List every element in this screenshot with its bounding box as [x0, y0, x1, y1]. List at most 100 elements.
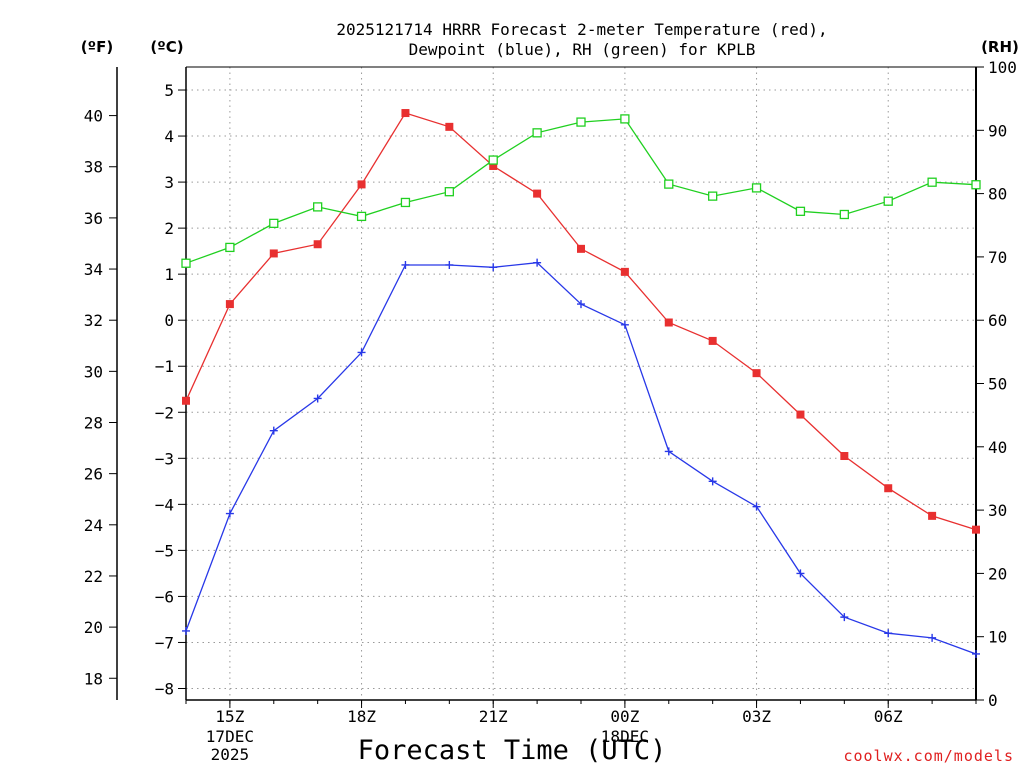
rh-point	[751, 183, 762, 193]
celsius-tick-label: 2	[164, 219, 174, 238]
temperature-point	[928, 511, 937, 520]
x-tick-label: 18Z	[347, 707, 376, 726]
dewpoint-point	[533, 258, 542, 267]
rh-point	[269, 218, 279, 229]
temperature-point	[840, 452, 849, 461]
rh-line	[185, 118, 977, 264]
x-axis-title: Forecast Time (UTC)	[358, 735, 667, 766]
celsius-tick-label: −1	[155, 357, 174, 376]
chart-title-line2: Dewpoint (blue), RH (green) for KPLB	[409, 40, 756, 59]
rh-point	[444, 187, 454, 197]
series-lines	[185, 112, 977, 655]
x-tick-date-label: 18DEC	[601, 727, 649, 746]
fahrenheit-tick-label: 22	[84, 567, 103, 586]
rh-tick-label: 80	[988, 185, 1007, 204]
rh-point	[313, 202, 323, 212]
temperature-point	[269, 249, 278, 258]
x-tick-year-label: 2025	[211, 745, 250, 764]
celsius-tick-label: −5	[155, 541, 174, 560]
dewpoint-point	[357, 348, 366, 357]
temperature-point	[533, 189, 542, 198]
dewpoint-point	[225, 509, 234, 518]
rh-tick-label: 10	[988, 628, 1007, 647]
fahrenheit-tick-label: 28	[84, 414, 103, 433]
x-tick-label: 15Z	[215, 707, 244, 726]
dewpoint-point	[269, 426, 278, 435]
fahrenheit-tick-label: 34	[84, 260, 103, 279]
rh-point	[181, 258, 191, 268]
celsius-tick-label: −6	[155, 587, 174, 606]
x-tick-date-label: 17DEC	[206, 727, 254, 746]
rh-point	[927, 177, 937, 187]
rh-tick-label: 0	[988, 691, 998, 710]
temperature-point	[796, 410, 805, 419]
rh-point	[664, 179, 674, 189]
chart-title-line1: 2025121714 HRRR Forecast 2-meter Tempera…	[336, 20, 827, 39]
celsius-tick-label: 0	[164, 311, 174, 330]
celsius-tick-label: 5	[164, 81, 174, 100]
dewpoint-point	[620, 320, 629, 329]
rh-tick-label: 50	[988, 375, 1007, 394]
temperature-point	[445, 122, 454, 131]
temperature-point	[752, 369, 761, 378]
dewpoint-point	[796, 569, 805, 578]
rh-point	[883, 196, 893, 206]
dewpoint-point	[401, 260, 410, 269]
celsius-tick-label: −3	[155, 449, 174, 468]
fahrenheit-unit-label: (ºF)	[81, 38, 113, 56]
celsius-tick-label: 4	[164, 127, 174, 146]
temperature-point	[972, 525, 980, 534]
temperature-point	[577, 244, 585, 253]
rh-point	[839, 209, 849, 220]
celsius-tick-label: −8	[155, 679, 174, 698]
rh-tick-label: 90	[988, 121, 1007, 140]
temperature-point	[708, 336, 717, 345]
rh-point	[488, 155, 498, 165]
fahrenheit-tick-label: 38	[84, 158, 103, 177]
dewpoint-point	[313, 394, 322, 403]
celsius-unit-label: (ºC)	[150, 38, 183, 56]
temperature-point	[489, 161, 498, 170]
rh-tick-label: 60	[988, 311, 1007, 330]
fahrenheit-tick-label: 40	[84, 107, 103, 126]
series-markers	[181, 109, 981, 658]
axes: −8−7−6−5−4−3−2−1012345182022242628303234…	[84, 58, 1017, 764]
x-tick-label: 00Z	[610, 707, 639, 726]
temperature-point	[401, 109, 410, 118]
temperature-point	[225, 300, 234, 309]
rh-unit-label: (RH)	[981, 38, 1019, 56]
rh-point	[356, 211, 367, 222]
fahrenheit-tick-label: 32	[84, 311, 103, 330]
fahrenheit-tick-label: 18	[84, 669, 103, 688]
rh-tick-label: 40	[988, 438, 1007, 457]
temperature-point	[313, 240, 322, 249]
fahrenheit-tick-label: 30	[84, 362, 103, 381]
celsius-tick-label: 1	[164, 265, 174, 284]
dewpoint-point	[489, 263, 498, 272]
temperature-point	[664, 318, 673, 327]
temperature-point	[357, 180, 366, 189]
dewpoint-point	[972, 649, 980, 658]
temperature-line	[185, 112, 977, 531]
rh-tick-label: 30	[988, 501, 1007, 520]
temperature-point	[884, 484, 893, 493]
labels: 2025121714 HRRR Forecast 2-meter Tempera…	[81, 20, 1019, 766]
rh-tick-label: 100	[988, 58, 1017, 77]
rh-point	[576, 117, 586, 127]
fahrenheit-tick-label: 20	[84, 618, 103, 637]
rh-point	[532, 128, 542, 138]
dewpoint-point	[840, 613, 849, 622]
rh-point	[620, 114, 630, 124]
x-tick-label: 03Z	[742, 707, 771, 726]
celsius-tick-label: 3	[164, 173, 174, 192]
fahrenheit-tick-label: 24	[84, 516, 103, 535]
dewpoint-point	[752, 502, 761, 511]
x-tick-label: 06Z	[874, 707, 903, 726]
dewpoint-point	[182, 626, 190, 635]
watermark: coolwx.com/models	[843, 747, 1014, 765]
temperature-point	[182, 396, 190, 405]
dewpoint-point	[708, 477, 717, 486]
dewpoint-point	[884, 629, 893, 638]
celsius-tick-label: −7	[155, 633, 174, 652]
